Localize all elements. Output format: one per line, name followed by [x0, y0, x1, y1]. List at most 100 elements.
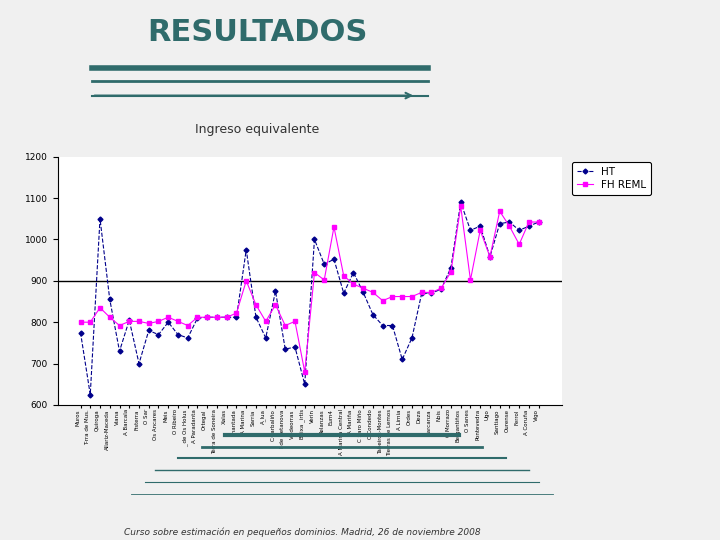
FH REML	[242, 278, 251, 284]
HT	[466, 227, 474, 233]
FH REML	[193, 314, 202, 320]
HT	[145, 327, 153, 334]
HT	[330, 256, 338, 262]
FH REML	[369, 289, 377, 295]
HT	[242, 246, 251, 253]
FH REML	[525, 219, 534, 225]
FH REML	[271, 301, 280, 308]
HT	[203, 314, 212, 320]
HT	[427, 290, 436, 296]
HT	[76, 329, 85, 336]
FH REML	[125, 318, 134, 325]
FH REML	[534, 219, 543, 225]
HT	[525, 223, 534, 230]
Legend: HT, FH REML: HT, FH REML	[572, 162, 652, 195]
FH REML	[505, 223, 514, 230]
FH REML	[485, 254, 494, 260]
HT	[86, 392, 94, 398]
FH REML	[320, 276, 328, 283]
HT	[310, 236, 319, 242]
FH REML	[379, 298, 387, 304]
HT	[398, 356, 407, 363]
HT	[485, 254, 494, 260]
FH REML	[359, 285, 367, 292]
HT	[96, 215, 104, 222]
FH REML	[212, 314, 221, 320]
FH REML	[232, 310, 240, 316]
FH REML	[291, 318, 300, 325]
FH REML	[437, 285, 446, 292]
HT	[456, 199, 465, 205]
HT	[281, 346, 289, 353]
FH REML	[222, 314, 231, 320]
HT	[252, 314, 261, 320]
FH REML	[495, 208, 504, 214]
FH REML	[135, 318, 143, 325]
HT	[339, 290, 348, 296]
FH REML	[310, 269, 319, 276]
HT	[291, 344, 300, 350]
HT	[105, 296, 114, 302]
FH REML	[398, 293, 407, 300]
HT	[369, 312, 377, 318]
FH REML	[154, 318, 163, 325]
HT	[184, 335, 192, 341]
FH REML	[96, 305, 104, 311]
HT	[271, 288, 280, 294]
FH REML	[300, 369, 309, 375]
FH REML	[339, 273, 348, 279]
FH REML	[418, 289, 426, 295]
FH REML	[145, 320, 153, 327]
FH REML	[408, 293, 416, 300]
Text: Curso sobre estimación en pequeños dominios. Madrid, 26 de noviembre 2008: Curso sobre estimación en pequeños domin…	[124, 528, 481, 537]
FH REML	[105, 314, 114, 320]
FH REML	[76, 319, 85, 326]
Line: FH REML: FH REML	[78, 205, 541, 374]
FH REML	[184, 322, 192, 329]
HT	[418, 290, 426, 296]
HT	[193, 315, 202, 321]
FH REML	[515, 241, 523, 248]
FH REML	[330, 224, 338, 230]
HT	[222, 314, 231, 320]
HT	[115, 348, 124, 354]
HT	[164, 319, 173, 326]
HT	[476, 223, 485, 230]
HT	[408, 335, 416, 341]
Text: Ingreso equivalente: Ingreso equivalente	[195, 123, 319, 136]
HT	[212, 314, 221, 320]
FH REML	[427, 289, 436, 295]
HT	[261, 335, 270, 341]
FH REML	[86, 319, 94, 326]
HT	[534, 219, 543, 225]
HT	[437, 286, 446, 292]
HT	[446, 264, 455, 271]
FH REML	[203, 314, 212, 320]
FH REML	[261, 318, 270, 325]
HT	[388, 322, 397, 329]
HT	[320, 261, 328, 267]
HT	[379, 322, 387, 329]
HT	[349, 269, 358, 276]
FH REML	[388, 293, 397, 300]
HT	[174, 332, 182, 338]
FH REML	[456, 203, 465, 210]
HT	[505, 219, 514, 225]
Line: HT: HT	[78, 200, 541, 396]
FH REML	[349, 281, 358, 287]
FH REML	[466, 276, 474, 283]
FH REML	[174, 318, 182, 325]
HT	[495, 220, 504, 227]
HT	[125, 317, 134, 323]
FH REML	[252, 301, 261, 308]
FH REML	[476, 227, 485, 233]
FH REML	[281, 322, 289, 329]
HT	[515, 227, 523, 233]
Text: RESULTADOS: RESULTADOS	[147, 18, 367, 47]
HT	[154, 332, 163, 338]
HT	[135, 360, 143, 367]
FH REML	[446, 268, 455, 275]
HT	[232, 314, 240, 320]
HT	[300, 381, 309, 388]
HT	[359, 289, 367, 295]
